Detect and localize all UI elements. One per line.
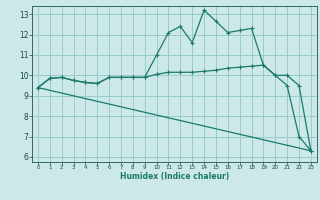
X-axis label: Humidex (Indice chaleur): Humidex (Indice chaleur) [120, 172, 229, 181]
